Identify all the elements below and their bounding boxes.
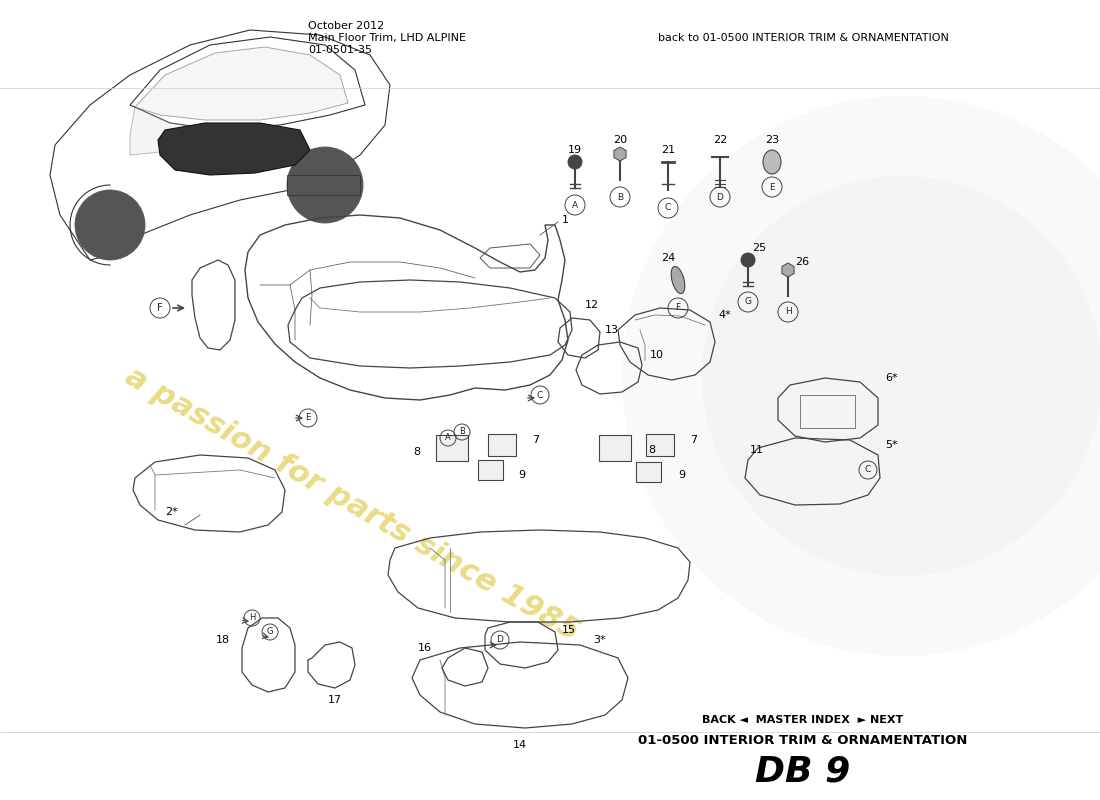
Text: A: A [446, 434, 451, 442]
Polygon shape [600, 435, 631, 461]
Text: 15: 15 [562, 625, 576, 635]
Circle shape [287, 147, 363, 223]
Text: 13: 13 [605, 325, 619, 335]
Text: E: E [769, 182, 774, 191]
Text: 7: 7 [690, 435, 697, 445]
Text: B: B [617, 193, 623, 202]
Text: a passion for parts since 1985: a passion for parts since 1985 [120, 362, 584, 646]
Text: October 2012: October 2012 [308, 21, 384, 30]
Text: D: D [496, 635, 504, 645]
Circle shape [568, 155, 582, 169]
Text: 16: 16 [418, 643, 432, 653]
Text: H: H [249, 614, 255, 622]
Text: 11: 11 [750, 445, 764, 455]
Text: C: C [537, 390, 543, 399]
Text: 10: 10 [650, 350, 664, 360]
Text: BACK ◄  MASTER INDEX  ► NEXT: BACK ◄ MASTER INDEX ► NEXT [703, 715, 903, 725]
Text: 9: 9 [678, 470, 685, 480]
Text: G: G [745, 298, 751, 306]
Text: 8: 8 [648, 445, 656, 455]
Circle shape [75, 190, 145, 260]
Text: C: C [664, 203, 671, 213]
Text: E: E [305, 414, 311, 422]
Polygon shape [488, 434, 516, 456]
Circle shape [621, 96, 1100, 656]
Polygon shape [130, 107, 230, 155]
Text: 4*: 4* [718, 310, 730, 320]
Circle shape [741, 253, 755, 267]
Text: A: A [572, 201, 579, 210]
Text: 20: 20 [613, 135, 627, 145]
Polygon shape [158, 123, 310, 175]
Text: Main Floor Trim, LHD ALPINE: Main Floor Trim, LHD ALPINE [308, 33, 466, 42]
Polygon shape [477, 460, 503, 480]
Text: 1: 1 [562, 215, 569, 225]
Text: DB 9: DB 9 [756, 755, 850, 789]
Text: 7: 7 [532, 435, 539, 445]
Text: F: F [675, 303, 681, 313]
Text: 2*: 2* [165, 507, 178, 517]
Text: B: B [459, 427, 465, 437]
Text: 9: 9 [518, 470, 525, 480]
Text: 26: 26 [795, 257, 810, 267]
Text: 25: 25 [752, 243, 766, 253]
Text: 21: 21 [661, 145, 675, 155]
Text: 23: 23 [764, 135, 779, 145]
Text: 17: 17 [328, 695, 342, 705]
Polygon shape [782, 263, 794, 277]
Text: H: H [784, 307, 791, 317]
Text: back to 01-0500 INTERIOR TRIM & ORNAMENTATION: back to 01-0500 INTERIOR TRIM & ORNAMENT… [658, 33, 948, 42]
Text: 5*: 5* [886, 440, 898, 450]
Text: 01-0501-35: 01-0501-35 [308, 45, 372, 54]
Ellipse shape [763, 150, 781, 174]
Text: 01-0500 INTERIOR TRIM & ORNAMENTATION: 01-0500 INTERIOR TRIM & ORNAMENTATION [638, 734, 968, 746]
Text: C: C [865, 466, 871, 474]
Text: 19: 19 [568, 145, 582, 155]
Text: 14: 14 [513, 740, 527, 750]
Text: G: G [266, 627, 273, 637]
Text: 3*: 3* [594, 635, 606, 645]
Polygon shape [135, 47, 348, 120]
Polygon shape [636, 462, 660, 482]
Circle shape [702, 176, 1100, 576]
Polygon shape [614, 147, 626, 161]
Text: 12: 12 [585, 300, 600, 310]
Text: D: D [716, 193, 724, 202]
Text: #e8d878: #e8d878 [330, 519, 337, 520]
Text: 18: 18 [216, 635, 230, 645]
Ellipse shape [671, 266, 685, 294]
Text: 24: 24 [661, 253, 675, 263]
Polygon shape [436, 435, 468, 461]
Polygon shape [646, 434, 674, 456]
Text: F: F [157, 303, 163, 313]
Text: 8: 8 [412, 447, 420, 457]
Text: 22: 22 [713, 135, 727, 145]
Text: 6*: 6* [886, 373, 898, 383]
